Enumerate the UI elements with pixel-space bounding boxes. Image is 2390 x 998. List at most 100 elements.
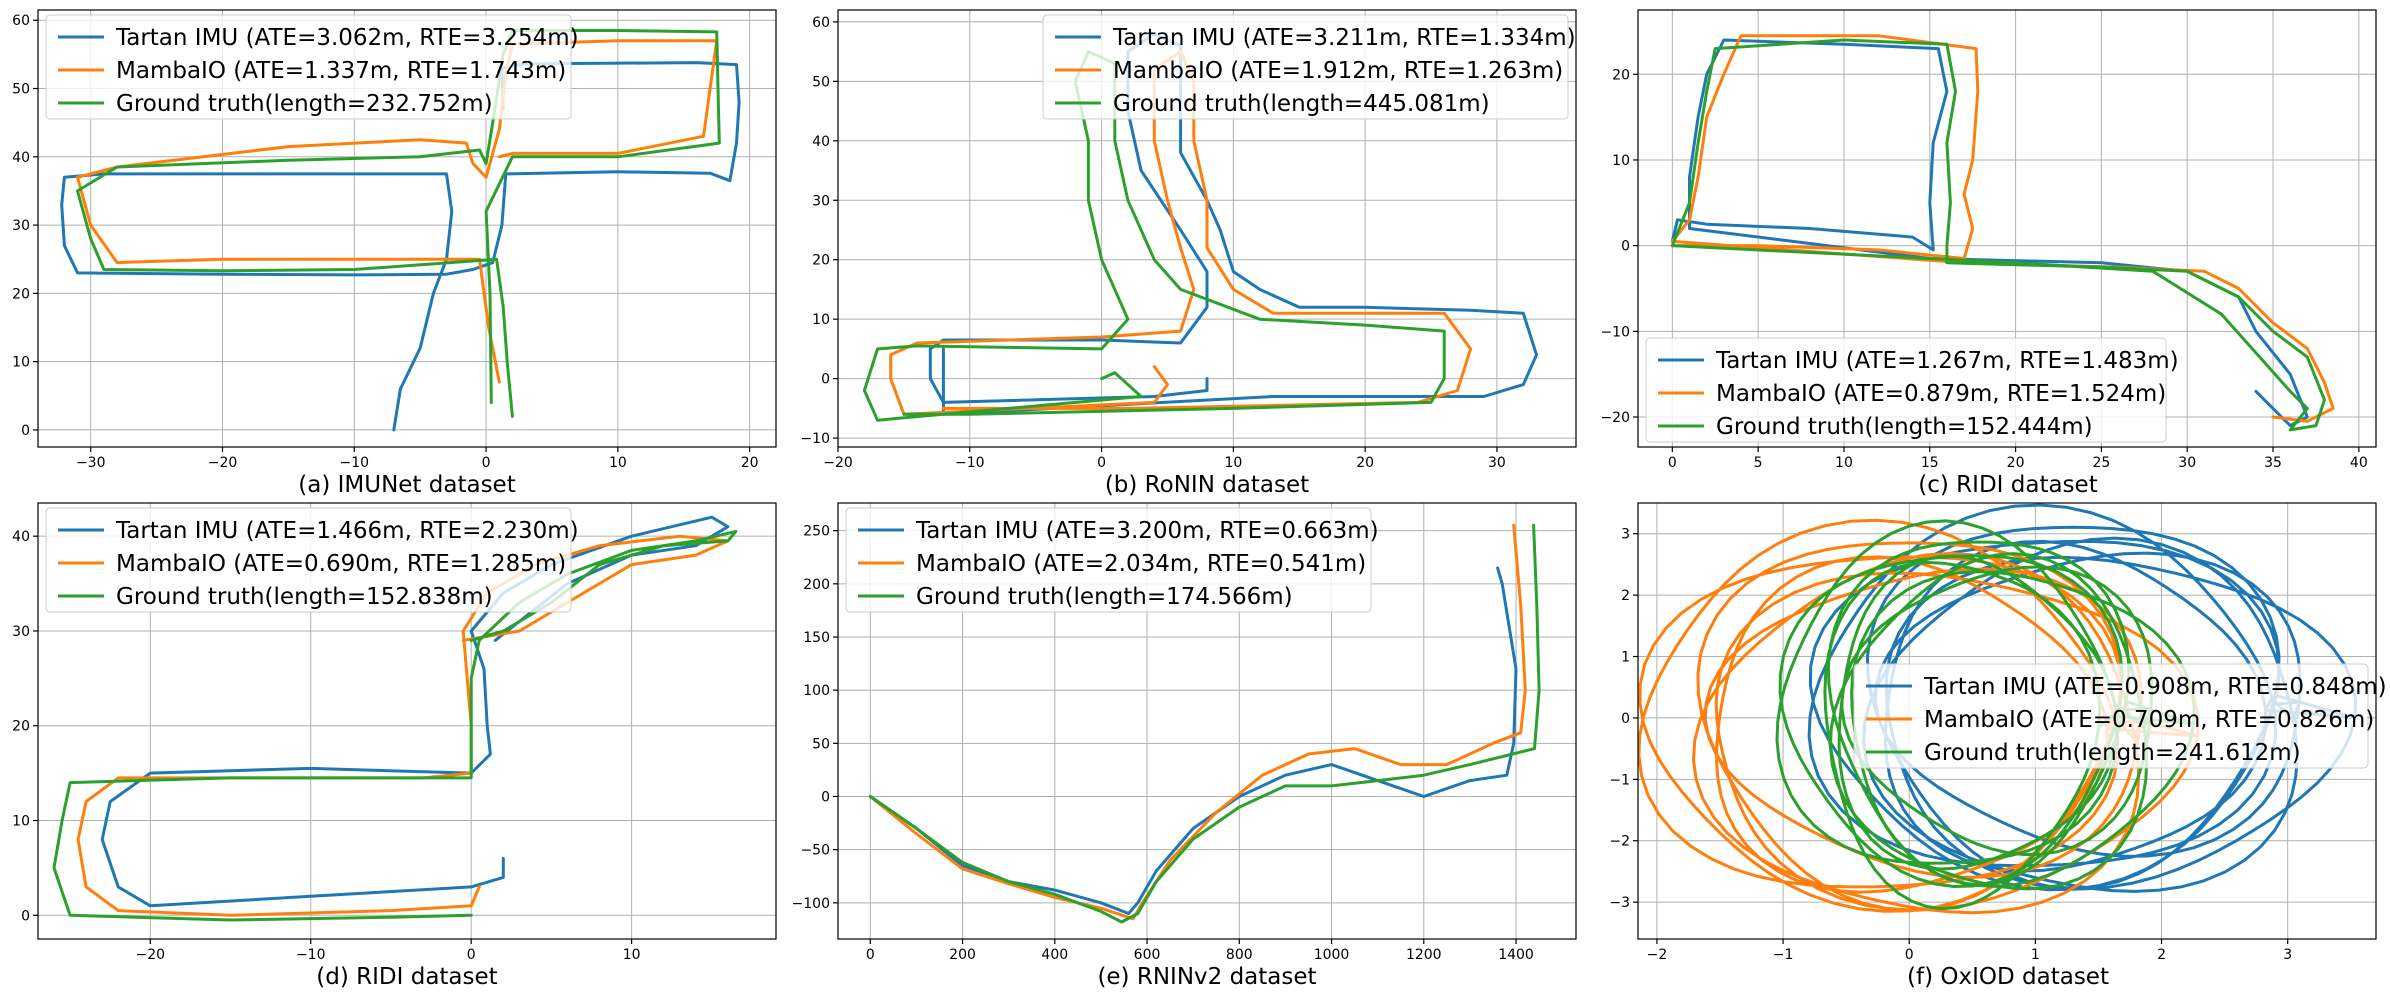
- legend-label-truth: Ground truth(length=152.838m): [116, 584, 493, 610]
- legend-label-truth: Ground truth(length=241.612m): [1924, 740, 2301, 766]
- x-tick-label: −1: [1773, 947, 1794, 963]
- caption-d: (d) RIDI dataset: [316, 964, 497, 990]
- y-tick-label: 20: [12, 719, 30, 735]
- legend-label-truth: Ground truth(length=174.566m): [916, 584, 1293, 610]
- panel-d: (d) RIDI dataset −20 −10 0 10 0 10 20 30 40 Tarta…: [12, 502, 777, 990]
- x-tick-label: 0: [482, 455, 491, 471]
- legend-frame: [1853, 663, 2369, 769]
- legend-label-tartan: Tartan IMU (ATE=3.062m, RTE=3.254m): [115, 25, 579, 51]
- y-tick-label: 40: [812, 134, 830, 150]
- x-tick-label: 3: [2283, 947, 2292, 963]
- y-tick-label: 50: [12, 82, 30, 98]
- y-tick-label: 20: [812, 253, 830, 269]
- x-tick-label: −20: [136, 947, 166, 963]
- legend-label-tartan: Tartan IMU (ATE=0.908m, RTE=0.848m): [1923, 674, 2387, 700]
- x-tick-label: 200: [949, 947, 976, 963]
- axes-frame-f: [1637, 502, 2377, 940]
- series-line-tartan: [1807, 503, 2358, 893]
- legend-label-mamba: MambaIO (ATE=1.912m, RTE=1.263m): [1113, 58, 1563, 84]
- legend-label-tartan: Tartan IMU (ATE=1.466m, RTE=2.230m): [115, 518, 579, 544]
- y-tick-label: 3: [1621, 527, 1630, 543]
- panel-f: (f) OxIOD dataset −2 −1 0 1 2 3 −3 −2 −1 0 1 2 3 Tart…: [1609, 502, 2387, 990]
- legend-label-mamba: MambaIO (ATE=1.337m, RTE=1.743m): [116, 58, 566, 84]
- series-line-truth: [52, 529, 738, 922]
- y-tick-label: 10: [812, 312, 830, 328]
- legend-a: Tartan IMU (ATE=3.062m, RTE=3.254m) Mamba…: [45, 14, 579, 120]
- legend-label-tartan: Tartan IMU (ATE=3.211m, RTE=1.334m): [1112, 25, 1576, 51]
- y-tick-label: 1: [1621, 650, 1630, 666]
- y-tick-label: 40: [12, 529, 30, 545]
- y-tick-label: −20: [1600, 410, 1630, 426]
- x-tick-label: 40: [2350, 455, 2368, 471]
- ticks-a: −30 −20 −10 0 10 20 0 10 20 30 40 50 60: [12, 13, 758, 471]
- series-line-mamba: [868, 523, 1527, 921]
- legend-label-mamba: MambaIO (ATE=2.034m, RTE=0.541m): [916, 551, 1366, 577]
- x-tick-label: −10: [340, 455, 370, 471]
- x-tick-label: 0: [866, 947, 875, 963]
- ticks-b: −20 −10 0 10 20 30 −10 0 10 20 30 40 50 60: [800, 15, 1505, 471]
- x-tick-label: 600: [1134, 947, 1161, 963]
- y-tick-label: 0: [1621, 239, 1630, 255]
- x-tick-label: 400: [1041, 947, 1068, 963]
- y-tick-label: 30: [12, 218, 30, 234]
- y-tick-label: 60: [12, 13, 30, 29]
- x-tick-label: 1200: [1406, 947, 1442, 963]
- panel-a: (a) IMUNet dataset −30 −20 −10 0 10 20 0 10 20 30…: [12, 9, 777, 498]
- ticks-e: 0 200 400 600 800 1000 1200 1400 −100 −50 0 50 100 15…: [792, 524, 1534, 963]
- x-tick-label: 0: [1668, 455, 1677, 471]
- series-line-mamba: [76, 39, 719, 384]
- legend-frame: [45, 14, 572, 120]
- panel-e: (e) RNINv2 dataset 0 200 400 600 800 1000 1200…: [792, 502, 1577, 990]
- x-tick-label: 30: [2178, 455, 2196, 471]
- y-tick-label: 250: [803, 524, 830, 540]
- legend-label-truth: Ground truth(length=445.081m): [1113, 91, 1490, 117]
- y-tick-label: 0: [21, 908, 30, 924]
- y-tick-label: 0: [821, 372, 830, 388]
- y-tick-label: 20: [1612, 67, 1630, 83]
- series-group-c: [1670, 34, 2335, 432]
- x-tick-label: 20: [1356, 455, 1374, 471]
- x-tick-label: −20: [208, 455, 238, 471]
- x-tick-label: 800: [1226, 947, 1253, 963]
- x-tick-label: 10: [1224, 455, 1242, 471]
- series-line-truth: [76, 29, 721, 418]
- x-tick-label: −30: [76, 455, 106, 471]
- y-tick-label: −100: [792, 896, 830, 912]
- y-tick-label: −10: [800, 431, 830, 447]
- y-tick-label: 10: [1612, 153, 1630, 169]
- x-tick-label: 35: [2264, 455, 2282, 471]
- x-tick-label: 20: [2007, 455, 2025, 471]
- legend-f: Tartan IMU (ATE=0.908m, RTE=0.848m) Mamba…: [1853, 663, 2387, 769]
- y-tick-label: 0: [1621, 711, 1630, 727]
- x-tick-label: 0: [1905, 947, 1914, 963]
- y-tick-label: 50: [812, 736, 830, 752]
- series-line-truth: [868, 523, 1541, 924]
- x-tick-label: 15: [1921, 455, 1939, 471]
- axes-frame-d: [37, 502, 777, 940]
- y-tick-label: 100: [803, 683, 830, 699]
- axes-frame-a: [37, 9, 777, 448]
- series-line-tartan: [100, 515, 730, 908]
- x-tick-label: 1000: [1314, 947, 1350, 963]
- legend-d: Tartan IMU (ATE=1.466m, RTE=2.230m) Mamba…: [45, 507, 579, 613]
- ticks-d: −20 −10 0 10 0 10 20 30 40: [12, 529, 640, 963]
- y-tick-label: 10: [12, 355, 30, 371]
- series-line-tartan: [60, 61, 741, 432]
- x-tick-label: −2: [1647, 947, 1668, 963]
- caption-b: (b) RoNIN dataset: [1105, 472, 1309, 498]
- caption-a: (a) IMUNet dataset: [298, 472, 515, 498]
- y-tick-label: −3: [1609, 895, 1630, 911]
- series-line-truth: [1670, 38, 2326, 432]
- legend-e: Tartan IMU (ATE=3.200m, RTE=0.663m) Mamba…: [845, 507, 1379, 613]
- x-tick-label: −20: [823, 455, 853, 471]
- series-line-mamba: [1670, 34, 2335, 423]
- x-tick-label: 30: [1488, 455, 1506, 471]
- y-tick-label: 40: [12, 150, 30, 166]
- legend-label-tartan: Tartan IMU (ATE=3.200m, RTE=0.663m): [915, 518, 1379, 544]
- y-tick-label: −50: [800, 843, 830, 859]
- legend-label-truth: Ground truth(length=152.444m): [1716, 414, 2093, 440]
- series-group-e: [868, 523, 1541, 924]
- x-tick-label: 20: [741, 455, 759, 471]
- caption-f: (f) OxIOD dataset: [1907, 964, 2109, 990]
